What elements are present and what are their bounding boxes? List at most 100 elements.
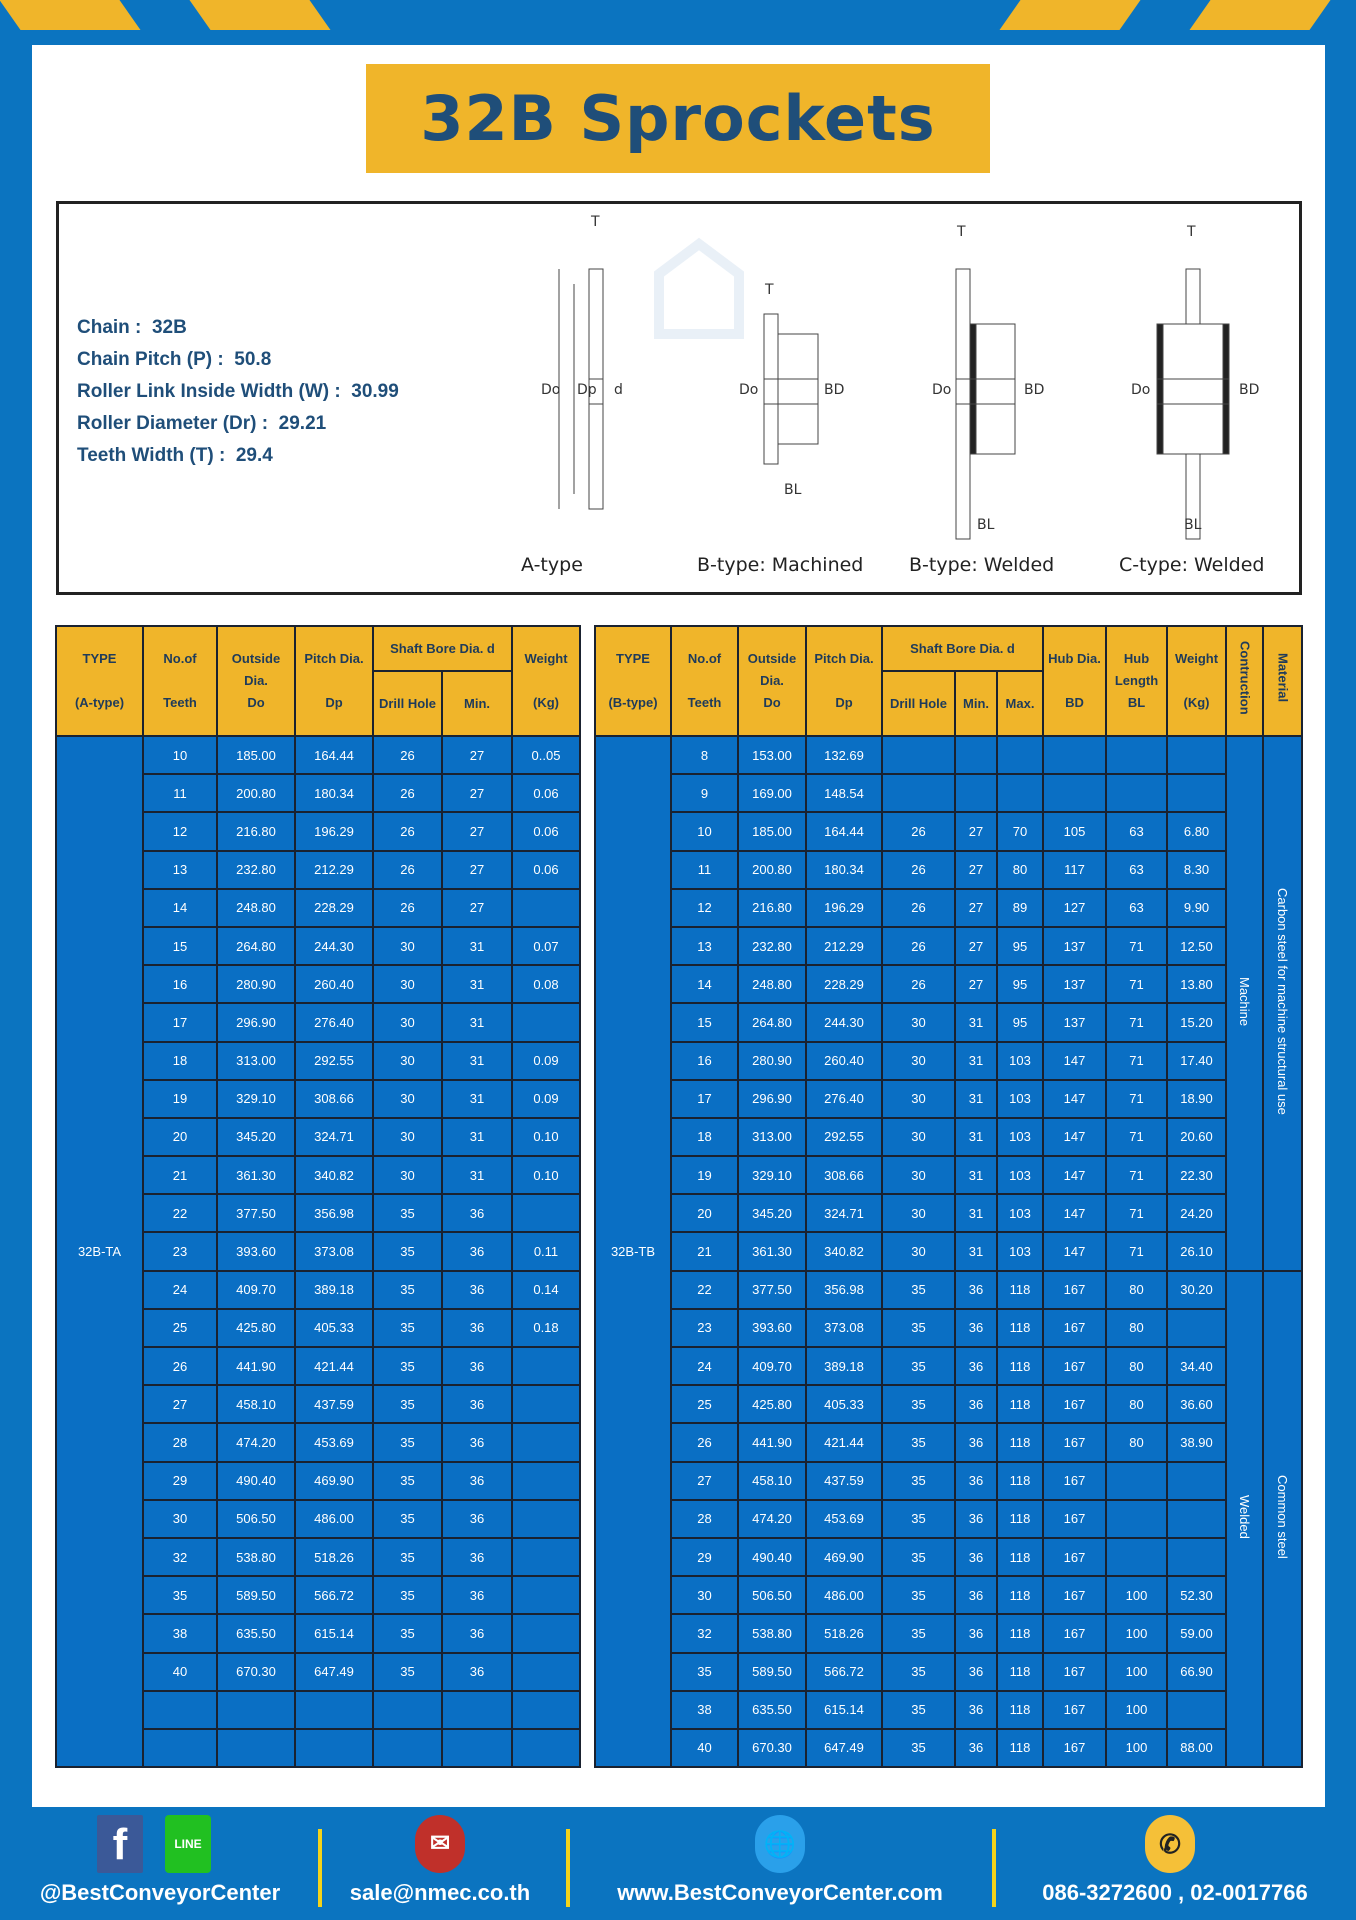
table-cell: 27 [954,887,998,928]
col-hub-length: Hub Length BL [1105,625,1169,737]
table-cell: 19 [142,1078,218,1119]
table-cell: 118 [995,1498,1045,1539]
page-title: 32B Sprockets [366,64,990,173]
table-cell: 27 [670,1460,739,1501]
table-cell: 377.50 [216,1193,296,1234]
table-cell [1166,1307,1228,1349]
table-cell: 23 [670,1307,739,1349]
social-handle[interactable]: @BestConveyorCenter [39,1880,281,1905]
table-row: 18 313.00 292.55 30 31 103 147 71 20.60 [595,1116,1302,1158]
spec-item: Chain Pitch (P) : 50.8 [77,349,272,370]
table-cell: 29 [670,1536,739,1578]
table-cell: 36 [441,1384,513,1425]
email-icon[interactable]: ✉ [415,1815,465,1873]
table-cell: 71 [1105,964,1169,1005]
table-cell: 147 [1042,1155,1108,1196]
website-link[interactable]: www.BestConveyorCenter.com [617,1880,943,1905]
table-cell: 147 [1042,1078,1108,1119]
table-cell: 26 [372,773,443,814]
table-cell: 117 [1042,849,1108,890]
construction-label: Machine [1237,977,1253,1027]
table-cell [1166,1536,1228,1578]
table-row: 32B-TB 8 153.00 132.69 Machine Carbon steel f… [594,734,1304,1769]
sprocket-drawings: Do Dp d T Do BD BL T Do BD BL T [541,214,1259,540]
table-cell: 26 [372,849,443,890]
a-type-drawing: Do Dp d T [541,214,623,510]
dim-bl: BL [1184,517,1202,533]
table-cell: 26 [881,964,956,1005]
table-cell: 80 [1105,1269,1169,1310]
table-row: 19 329.10 308.66 30 31 0.09 [56,1078,581,1119]
spec-label: Roller Link Inside Width (W) [77,381,330,402]
table-cell: 164.44 [805,811,883,852]
table-cell: 35 [881,1575,956,1616]
table-cell [1166,1460,1228,1501]
dim-do: Do [1131,382,1150,398]
table-row: 22 377.50 356.98 35 36 118 167 80 30.20 Welded Com… [595,1269,1304,1769]
table-cell: 89 [995,887,1045,928]
col-drill-hole: Drill Hole [881,670,956,737]
table-row: 24 409.70 389.18 35 36 0.14 [56,1269,581,1310]
table-cell: 340.82 [294,1155,374,1196]
spec-item: Roller Diameter (Dr) : 29.21 [77,413,327,434]
material-label: Carbon steel for machine structural use [1275,888,1291,1116]
table-cell: 118 [995,1460,1045,1501]
table-cell [511,1345,581,1387]
table-cell: 167 [1042,1575,1108,1616]
table-cell: 12 [670,887,739,928]
table-cell: 36 [441,1231,513,1272]
material-cell: Common steel [1262,1269,1304,1769]
table-cell: 647.49 [294,1651,374,1692]
table-cell: 9 [670,773,739,814]
globe-icon[interactable]: 🌐 [755,1815,805,1873]
table-cell: 164.44 [294,734,374,776]
table-cell: 185.00 [216,734,296,776]
table-cell [1105,1498,1169,1539]
divider [992,1829,996,1907]
table-row: 29 490.40 469.90 35 36 [56,1460,581,1501]
header-text: Outside [747,651,797,666]
table-cell: 100 [1105,1613,1169,1654]
table-cell: 453.69 [805,1498,883,1539]
table-cell: 31 [441,1002,513,1043]
table-row: 40 670.30 647.49 35 36 [56,1651,581,1692]
table-cell: 35 [881,1498,956,1539]
table-cell: 34.40 [1166,1345,1228,1387]
table-cell: 0.14 [511,1269,581,1310]
table-cell: 167 [1042,1269,1108,1310]
email-link[interactable]: sale@nmec.co.th [349,1880,531,1905]
table-cell: 393.60 [737,1307,807,1349]
label-b-machined: B-type: Machined [697,554,864,576]
table-cell: 30 [881,1155,956,1196]
table-cell: 538.80 [216,1536,296,1578]
table-cell [1105,734,1169,776]
table-cell: 30 [881,1231,956,1272]
table-cell: 26 [881,811,956,852]
table-cell: 409.70 [216,1269,296,1310]
table-cell: 147 [1042,1193,1108,1234]
table-cell: 0.07 [511,925,581,967]
table-cell: 137 [1042,964,1108,1005]
table-cell: 26 [372,811,443,852]
table-cell: 345.20 [737,1193,807,1234]
dim-t: T [956,224,966,240]
header-text: TYPE [82,651,117,666]
phone-icon[interactable]: ✆ [1145,1815,1195,1873]
col-construction: Contruction [1225,625,1265,737]
table-cell: 95 [995,1002,1045,1043]
facebook-icon[interactable]: f [97,1815,143,1873]
table-row: 25 425.80 405.33 35 36 118 167 80 36.60 [595,1384,1302,1425]
table-cell: 167 [1042,1460,1108,1501]
header-text: BD [1065,695,1084,710]
table-cell: 377.50 [737,1269,807,1310]
table-cell: 20 [670,1193,739,1234]
table-cell: 100 [1105,1651,1169,1692]
table-cell: 292.55 [294,1040,374,1081]
footer-website: 🌐 www.BestConveyorCenter.com [575,1807,985,1920]
spec-label: Chain Pitch (P) [77,349,213,370]
table-row: 14 248.80 228.29 26 27 95 137 71 13.80 [595,964,1302,1005]
table-cell [511,1727,581,1769]
line-icon[interactable]: LINE [165,1815,211,1873]
table-cell: 35 [372,1269,443,1310]
phone-number[interactable]: 086-3272600 , 02-0017766 [1042,1880,1308,1905]
